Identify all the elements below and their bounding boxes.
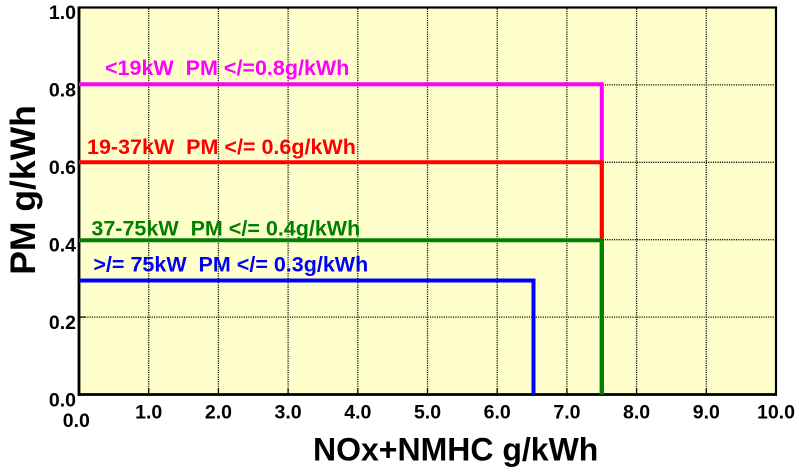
svg-text:37-75kW PM </= 0.4g/kWh: 37-75kW PM </= 0.4g/kWh (91, 217, 360, 241)
svg-text:<19kW PM </=0.8g/kWh: <19kW PM </=0.8g/kWh (105, 56, 349, 80)
svg-text:2.0: 2.0 (205, 402, 232, 424)
svg-text:4.0: 4.0 (344, 402, 371, 424)
svg-text:1.0: 1.0 (49, 2, 76, 24)
svg-text:0.0: 0.0 (49, 390, 76, 412)
svg-text:>/= 75kW PM </= 0.3g/kWh: >/= 75kW PM </= 0.3g/kWh (93, 253, 368, 277)
svg-text:0.6: 0.6 (49, 157, 76, 179)
svg-text:9.0: 9.0 (693, 402, 720, 424)
svg-text:0.4: 0.4 (49, 235, 76, 257)
svg-text:19-37kW PM </= 0.6g/kWh: 19-37kW PM </= 0.6g/kWh (87, 135, 356, 159)
svg-text:5.0: 5.0 (414, 402, 441, 424)
svg-text:0.0: 0.0 (63, 410, 90, 432)
svg-text:3.0: 3.0 (275, 402, 302, 424)
svg-text:8.0: 8.0 (623, 402, 650, 424)
svg-text:6.0: 6.0 (484, 402, 511, 424)
svg-text:NOx+NMHC g/kWh: NOx+NMHC g/kWh (313, 432, 598, 468)
svg-text:0.8: 0.8 (49, 80, 76, 102)
svg-text:10.0: 10.0 (757, 402, 795, 424)
svg-text:7.0: 7.0 (553, 402, 580, 424)
svg-text:1.0: 1.0 (135, 402, 162, 424)
svg-text:PM g/kWh: PM g/kWh (3, 105, 43, 275)
svg-text:0.2: 0.2 (49, 312, 76, 334)
